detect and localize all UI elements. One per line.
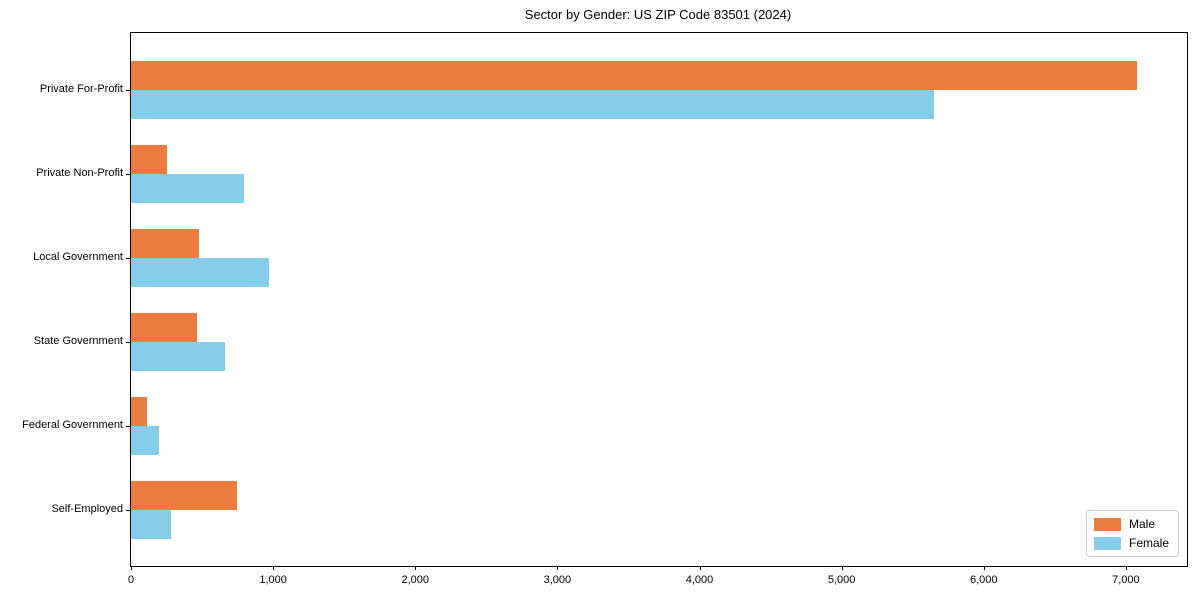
bar-female xyxy=(131,173,244,203)
y-tick-mark xyxy=(126,89,130,91)
x-tick-mark xyxy=(699,566,701,570)
x-tick-mark xyxy=(557,566,559,570)
y-tick-mark xyxy=(126,341,130,343)
y-tick-label: Private For-Profit xyxy=(39,82,123,95)
legend-label: Male xyxy=(1128,517,1155,531)
bar-male xyxy=(131,144,167,174)
x-tick-label: 1,000 xyxy=(259,574,287,586)
bar-male xyxy=(131,480,237,510)
bar-female xyxy=(131,425,159,455)
y-tick-label: State Government xyxy=(33,334,123,347)
y-tick-label: Self-Employed xyxy=(51,502,123,515)
x-tick-mark xyxy=(131,566,132,570)
bar-male xyxy=(131,228,199,258)
bar-female xyxy=(131,257,269,287)
x-tick-label: 2,000 xyxy=(401,574,430,586)
y-tick-label: Local Government xyxy=(33,250,123,263)
x-tick-label: 0 xyxy=(127,574,135,586)
legend: Male Female xyxy=(1085,510,1179,557)
x-tick-label: 6,000 xyxy=(969,574,998,586)
legend-label: Female xyxy=(1128,536,1169,550)
bar-female xyxy=(131,509,171,539)
x-tick-label: 4,000 xyxy=(685,574,714,586)
legend-row: Male xyxy=(1093,517,1169,531)
bar-female xyxy=(131,89,934,119)
x-tick-mark xyxy=(983,566,985,570)
x-tick-label: 5,000 xyxy=(827,574,856,586)
y-tick-mark xyxy=(126,173,130,175)
legend-swatch-female xyxy=(1093,536,1121,550)
y-tick-label: Private Non-Profit xyxy=(36,166,123,179)
bar-female xyxy=(131,341,225,371)
y-tick-mark xyxy=(126,425,130,427)
x-tick-mark xyxy=(1125,566,1127,570)
y-tick-label: Federal Government xyxy=(22,418,123,431)
x-tick-label: 7,000 xyxy=(1112,574,1140,586)
bar-male xyxy=(131,312,198,342)
bar-male xyxy=(131,60,1137,90)
bar-male xyxy=(131,396,148,426)
legend-swatch-male xyxy=(1093,517,1121,531)
y-tick-mark xyxy=(126,509,130,511)
y-tick-mark xyxy=(126,257,130,259)
x-tick-mark xyxy=(841,566,843,570)
legend-row: Female xyxy=(1093,536,1169,550)
x-tick-mark xyxy=(415,566,417,570)
x-tick-mark xyxy=(273,566,275,570)
plot-area: Private For-Profit Private Non-Profit Loca… xyxy=(22,32,1188,586)
x-tick-label: 3,000 xyxy=(543,574,572,586)
chart-title: Sector by Gender: US ZIP Code 83501 (202… xyxy=(524,7,792,22)
